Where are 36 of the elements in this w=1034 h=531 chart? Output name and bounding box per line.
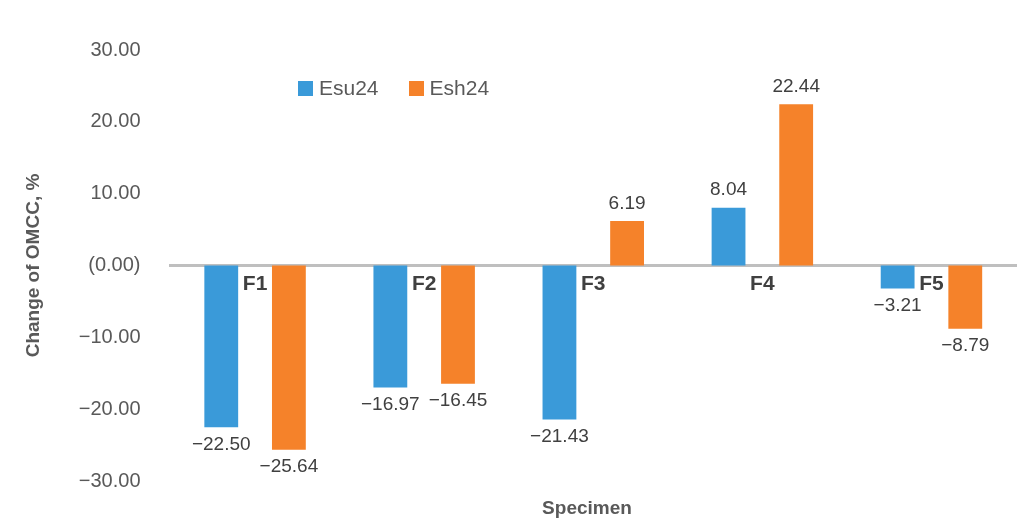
legend-label: Esh24 [429, 76, 490, 100]
data-label: −8.79 [941, 334, 990, 356]
data-label: −3.21 [873, 294, 922, 316]
x-axis-title: Specimen [541, 497, 633, 519]
data-label: 6.19 [608, 191, 646, 213]
y-tick-label: −10.00 [78, 324, 141, 347]
y-tick-label: 10.00 [90, 181, 141, 204]
data-label: 8.04 [710, 178, 748, 200]
x-tick-label: F3 [581, 270, 606, 294]
data-label: −16.45 [428, 389, 488, 411]
bar [271, 265, 306, 450]
data-label: −16.97 [361, 393, 420, 415]
data-label: 22.44 [772, 75, 821, 97]
x-tick-label: F4 [750, 270, 775, 294]
data-label: −25.64 [259, 455, 319, 477]
y-tick-label: 30.00 [90, 37, 141, 60]
data-label: −21.43 [530, 425, 589, 447]
data-label: −22.50 [191, 432, 251, 454]
x-tick-label: F1 [242, 270, 268, 294]
y-tick-label: (0.00) [88, 253, 141, 276]
x-tick-label: F5 [919, 270, 945, 294]
bar [204, 265, 239, 428]
bar [711, 207, 746, 266]
x-tick-label: F2 [411, 270, 437, 294]
bar [948, 265, 983, 329]
bar [542, 265, 577, 420]
bar [610, 221, 644, 266]
legend-label: Esu24 [319, 76, 379, 100]
y-tick-label: 20.00 [90, 109, 141, 132]
bar [880, 265, 915, 289]
y-tick-label: −30.00 [78, 468, 141, 491]
y-tick-label: −20.00 [78, 396, 141, 419]
bar [779, 104, 814, 266]
y-axis-title: Change of OMCC, % [21, 173, 43, 358]
bar [373, 265, 408, 388]
bar [441, 265, 475, 384]
